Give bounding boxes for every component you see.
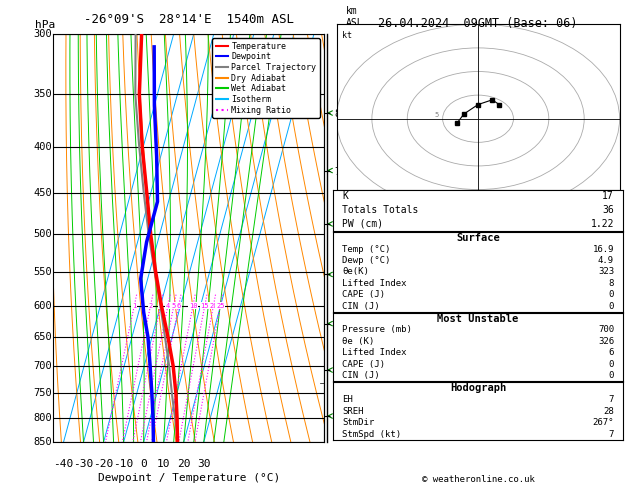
Text: 650: 650 — [33, 332, 52, 342]
Text: 600: 600 — [33, 301, 52, 311]
Text: 3: 3 — [159, 303, 163, 309]
Text: 26.04.2024  09GMT (Base: 06): 26.04.2024 09GMT (Base: 06) — [378, 17, 578, 30]
Text: StmDir: StmDir — [342, 418, 374, 427]
Text: K: K — [342, 191, 348, 201]
Text: 2: 2 — [148, 303, 153, 309]
Text: 16.9: 16.9 — [593, 244, 614, 254]
Text: 850: 850 — [33, 437, 52, 447]
Text: EH: EH — [342, 395, 353, 404]
Text: CAPE (J): CAPE (J) — [342, 360, 385, 368]
Text: 750: 750 — [33, 388, 52, 398]
Text: 10: 10 — [157, 459, 170, 469]
Text: -20: -20 — [94, 459, 114, 469]
Text: 5: 5 — [435, 112, 439, 118]
Text: 20: 20 — [209, 303, 218, 309]
Text: 25: 25 — [216, 303, 225, 309]
Legend: Temperature, Dewpoint, Parcel Trajectory, Dry Adiabat, Wet Adiabat, Isotherm, Mi: Temperature, Dewpoint, Parcel Trajectory… — [212, 38, 320, 118]
Text: 326: 326 — [598, 337, 614, 346]
Text: -26°09'S  28°14'E  1540m ASL: -26°09'S 28°14'E 1540m ASL — [84, 13, 294, 26]
Text: 700: 700 — [598, 326, 614, 334]
Text: SREH: SREH — [342, 407, 364, 416]
Text: Temp (°C): Temp (°C) — [342, 244, 391, 254]
Text: -10: -10 — [113, 459, 134, 469]
Text: CIN (J): CIN (J) — [342, 302, 380, 311]
Text: 300: 300 — [33, 29, 52, 39]
Text: 5: 5 — [172, 303, 176, 309]
Text: 350: 350 — [33, 89, 52, 100]
Y-axis label: Mixing Ratio (g/kg): Mixing Ratio (g/kg) — [382, 182, 392, 294]
Text: 0: 0 — [609, 290, 614, 299]
Text: θe (K): θe (K) — [342, 337, 374, 346]
Text: kt: kt — [342, 31, 352, 40]
Text: 0: 0 — [140, 459, 147, 469]
Text: Totals Totals: Totals Totals — [342, 205, 418, 215]
Text: 0: 0 — [609, 360, 614, 368]
Text: Most Unstable: Most Unstable — [437, 313, 519, 324]
Text: 6: 6 — [609, 348, 614, 357]
Text: 10: 10 — [189, 303, 198, 309]
Text: -40: -40 — [53, 459, 74, 469]
Text: 30: 30 — [197, 459, 211, 469]
Text: 267°: 267° — [593, 418, 614, 427]
Text: hPa: hPa — [35, 20, 55, 30]
Text: Dewp (°C): Dewp (°C) — [342, 256, 391, 265]
Text: θe(K): θe(K) — [342, 267, 369, 277]
Text: 0: 0 — [609, 302, 614, 311]
Text: 4: 4 — [166, 303, 170, 309]
Text: CAPE (J): CAPE (J) — [342, 290, 385, 299]
Text: 323: 323 — [598, 267, 614, 277]
Text: LCL: LCL — [330, 378, 351, 387]
Text: © weatheronline.co.uk: © weatheronline.co.uk — [421, 474, 535, 484]
Text: 17: 17 — [603, 191, 614, 201]
Text: 4.9: 4.9 — [598, 256, 614, 265]
Text: 400: 400 — [33, 142, 52, 152]
Text: StmSpd (kt): StmSpd (kt) — [342, 430, 401, 439]
Text: 36: 36 — [603, 205, 614, 215]
Text: 800: 800 — [33, 414, 52, 423]
Text: 1.22: 1.22 — [591, 219, 614, 229]
Text: CIN (J): CIN (J) — [342, 371, 380, 380]
Text: 500: 500 — [33, 229, 52, 239]
Text: 8: 8 — [609, 279, 614, 288]
Text: Hodograph: Hodograph — [450, 383, 506, 393]
Text: 0: 0 — [609, 371, 614, 380]
Text: Pressure (mb): Pressure (mb) — [342, 326, 412, 334]
Text: 550: 550 — [33, 267, 52, 277]
Text: 450: 450 — [33, 188, 52, 198]
Text: 15: 15 — [201, 303, 209, 309]
Text: 1: 1 — [132, 303, 136, 309]
Text: Lifted Index: Lifted Index — [342, 279, 406, 288]
Text: 700: 700 — [33, 361, 52, 371]
Text: 7: 7 — [609, 430, 614, 439]
Text: 28: 28 — [603, 407, 614, 416]
Text: Lifted Index: Lifted Index — [342, 348, 406, 357]
Text: Surface: Surface — [456, 232, 500, 243]
Text: 20: 20 — [177, 459, 191, 469]
Text: 6: 6 — [177, 303, 181, 309]
Text: PW (cm): PW (cm) — [342, 219, 383, 229]
Text: -30: -30 — [74, 459, 94, 469]
Text: km
ASL: km ASL — [345, 6, 363, 28]
Text: 7: 7 — [609, 395, 614, 404]
Text: Dewpoint / Temperature (°C): Dewpoint / Temperature (°C) — [97, 473, 280, 483]
